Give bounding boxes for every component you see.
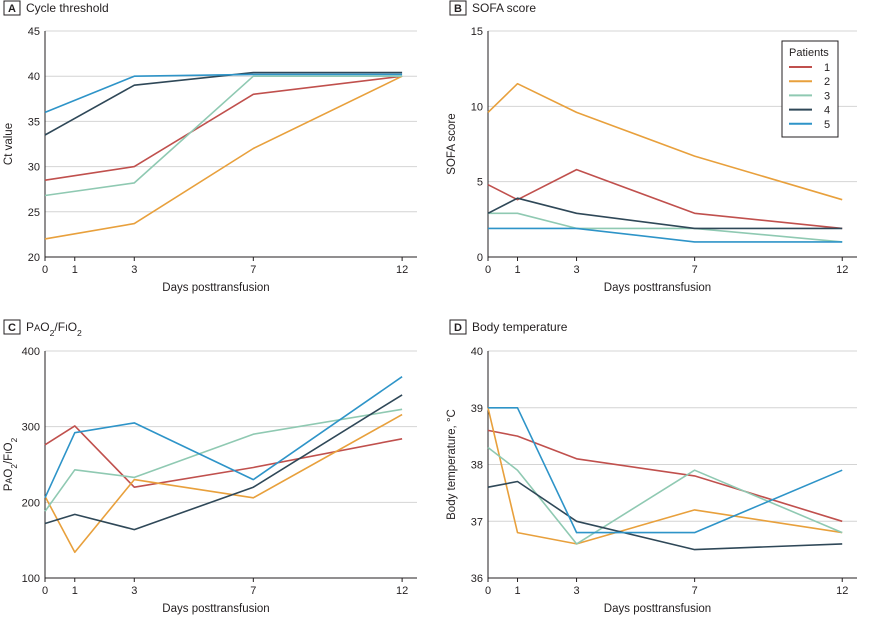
- x-tick-label: 7: [250, 264, 256, 276]
- y-tick-label: 40: [28, 71, 40, 83]
- y-axis-label: PAO2/FIO2: [3, 437, 19, 491]
- series-line-patient-2: [487, 82, 843, 201]
- panel-letter: A: [8, 3, 16, 15]
- panel-badge: [449, 319, 467, 335]
- series-line-patient-1: [44, 425, 403, 489]
- series-line-patient-1: [487, 429, 843, 523]
- y-tick-label: 10: [471, 101, 483, 113]
- panel-title: SOFA score: [472, 1, 536, 15]
- x-tick-label: 12: [836, 264, 848, 276]
- series-line-patient-5: [44, 376, 403, 499]
- panel-title: Body temperature: [472, 320, 568, 334]
- series-line-patient-3: [44, 75, 403, 197]
- panel-c: C PAO2/FIO2 100 200 300 400 0 1 3 7 12 Days posttra…: [3, 319, 417, 615]
- panel-badge: [3, 0, 21, 16]
- x-axis-label: Days posttransfusion: [604, 282, 711, 294]
- series-line-patient-1: [487, 168, 843, 230]
- legend: Patients 1 2 3 4 5: [781, 40, 839, 138]
- x-tick-label: 3: [131, 264, 137, 276]
- y-tick-label: 0: [477, 252, 483, 264]
- x-tick-label: 3: [131, 585, 137, 597]
- x-axis-label: Days posttransfusion: [604, 603, 711, 615]
- series-line-patient-4: [44, 71, 403, 136]
- y-tick-label: 400: [22, 346, 40, 358]
- series-line-patient-2: [487, 407, 843, 545]
- panel-letter: C: [8, 322, 16, 334]
- x-tick-label: 0: [42, 264, 48, 276]
- y-tick-label: 300: [22, 422, 40, 434]
- panel-title: PAO2/FIO2: [26, 320, 82, 338]
- panel-badge: [449, 0, 467, 16]
- y-tick-label: 5: [477, 177, 483, 189]
- y-tick-label: 37: [471, 516, 483, 528]
- series-line-patient-5: [488, 406, 843, 534]
- series-line-patient-1: [44, 75, 403, 181]
- y-tick-label: 45: [28, 26, 40, 38]
- series-line-patient-5: [488, 227, 843, 243]
- legend-label-1: 1: [824, 62, 830, 74]
- y-axis-label: SOFA score: [446, 113, 458, 174]
- legend-label-5: 5: [824, 119, 830, 131]
- legend-label-4: 4: [824, 105, 830, 117]
- panel-a: A Cycle threshold 20 25 30 35 40 45 0 1 3 7 12 Days p…: [3, 0, 417, 294]
- x-tick-label: 0: [485, 264, 491, 276]
- y-tick-label: 25: [28, 207, 40, 219]
- x-tick-label: 1: [514, 585, 520, 597]
- x-tick-label: 0: [42, 585, 48, 597]
- x-tick-label: 3: [573, 585, 579, 597]
- y-tick-label: 38: [471, 460, 483, 472]
- x-tick-label: 12: [836, 585, 848, 597]
- y-tick-label: 20: [28, 252, 40, 264]
- y-tick-label: 36: [471, 573, 483, 585]
- series-line-patient-5: [44, 73, 403, 114]
- series-line-patient-4: [44, 394, 403, 531]
- y-axis-label: Ct value: [3, 123, 15, 165]
- x-tick-label: 1: [72, 585, 78, 597]
- panel-badge: [3, 319, 21, 335]
- legend-label-3: 3: [824, 90, 830, 102]
- series-line-patient-3: [487, 446, 843, 545]
- series-line-patient-2: [44, 75, 403, 240]
- x-axis-label: Days posttransfusion: [162, 603, 269, 615]
- y-tick-label: 15: [471, 26, 483, 38]
- y-tick-label: 40: [471, 346, 483, 358]
- y-tick-label: 100: [22, 573, 40, 585]
- x-tick-label: 12: [396, 585, 408, 597]
- panel-letter: B: [454, 3, 462, 15]
- panel-letter: D: [454, 322, 462, 334]
- series-line-patient-2: [44, 413, 403, 554]
- x-tick-label: 12: [396, 264, 408, 276]
- x-axis-label: Days posttransfusion: [162, 282, 269, 294]
- y-tick-label: 30: [28, 162, 40, 174]
- x-tick-label: 1: [514, 264, 520, 276]
- y-tick-label: 35: [28, 116, 40, 128]
- x-tick-label: 1: [72, 264, 78, 276]
- x-tick-label: 7: [692, 264, 698, 276]
- series-line-patient-4: [487, 480, 843, 551]
- series-line-patient-3: [44, 408, 403, 512]
- x-tick-label: 3: [573, 264, 579, 276]
- x-tick-label: 7: [250, 585, 256, 597]
- legend-label-2: 2: [824, 76, 830, 88]
- x-tick-label: 7: [692, 585, 698, 597]
- legend-box: [781, 40, 839, 138]
- x-tick-label: 0: [485, 585, 491, 597]
- y-tick-label: 39: [471, 403, 483, 415]
- series-line-patient-4: [487, 197, 843, 230]
- panel-title: Cycle threshold: [26, 1, 109, 15]
- y-axis-label: Body temperature, °C: [446, 409, 458, 520]
- legend-title: Patients: [789, 47, 829, 59]
- y-tick-label: 200: [22, 497, 40, 509]
